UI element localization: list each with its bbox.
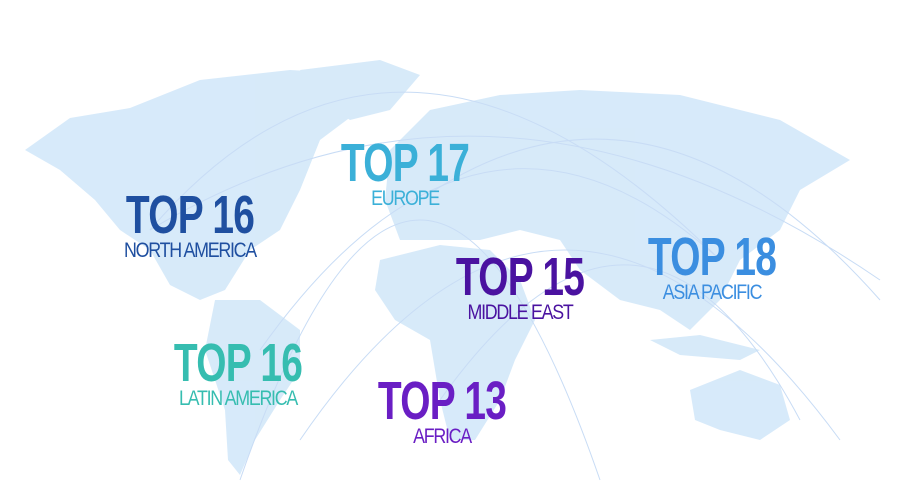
arc bbox=[149, 91, 721, 261]
region-europe: TOP 17 EUROPE bbox=[305, 133, 505, 210]
region-label: MIDDLE EAST bbox=[467, 301, 573, 324]
rank-label: TOP 17 bbox=[340, 133, 470, 193]
region-label: LATIN AMERICA bbox=[179, 387, 298, 410]
region-north-america: TOP 16 NORTH AMERICA bbox=[90, 185, 290, 262]
region-label: NORTH AMERICA bbox=[124, 239, 257, 262]
north-america-shape bbox=[25, 70, 380, 300]
region-africa: TOP 13 AFRICA bbox=[342, 371, 542, 448]
australia-shape bbox=[690, 370, 790, 440]
region-label: EUROPE bbox=[371, 187, 440, 210]
connection-arcs bbox=[149, 91, 881, 481]
arc bbox=[439, 264, 801, 421]
indonesia-shape bbox=[650, 335, 760, 360]
arc bbox=[299, 249, 841, 441]
region-label: ASIA PACIFIC bbox=[662, 281, 763, 304]
region-latin-america: TOP 16 LATIN AMERICA bbox=[138, 333, 338, 410]
arc bbox=[149, 135, 881, 281]
region-asia-pacific: TOP 18 ASIA PACIFIC bbox=[612, 227, 812, 304]
rank-label: TOP 13 bbox=[377, 371, 507, 431]
rank-label: TOP 16 bbox=[173, 333, 303, 393]
south-america-shape bbox=[205, 300, 300, 475]
rank-label: TOP 16 bbox=[125, 185, 255, 245]
africa-shape bbox=[375, 245, 535, 440]
continents bbox=[25, 60, 850, 475]
arc bbox=[259, 168, 721, 351]
arc bbox=[419, 138, 881, 301]
europe-asia-shape bbox=[385, 90, 850, 330]
rank-label: TOP 15 bbox=[455, 247, 585, 307]
greenland-shape bbox=[300, 60, 420, 120]
rank-label: TOP 18 bbox=[647, 227, 777, 287]
region-middle-east: TOP 15 MIDDLE EAST bbox=[420, 247, 620, 324]
arc bbox=[239, 219, 601, 481]
region-label: AFRICA bbox=[413, 425, 472, 448]
